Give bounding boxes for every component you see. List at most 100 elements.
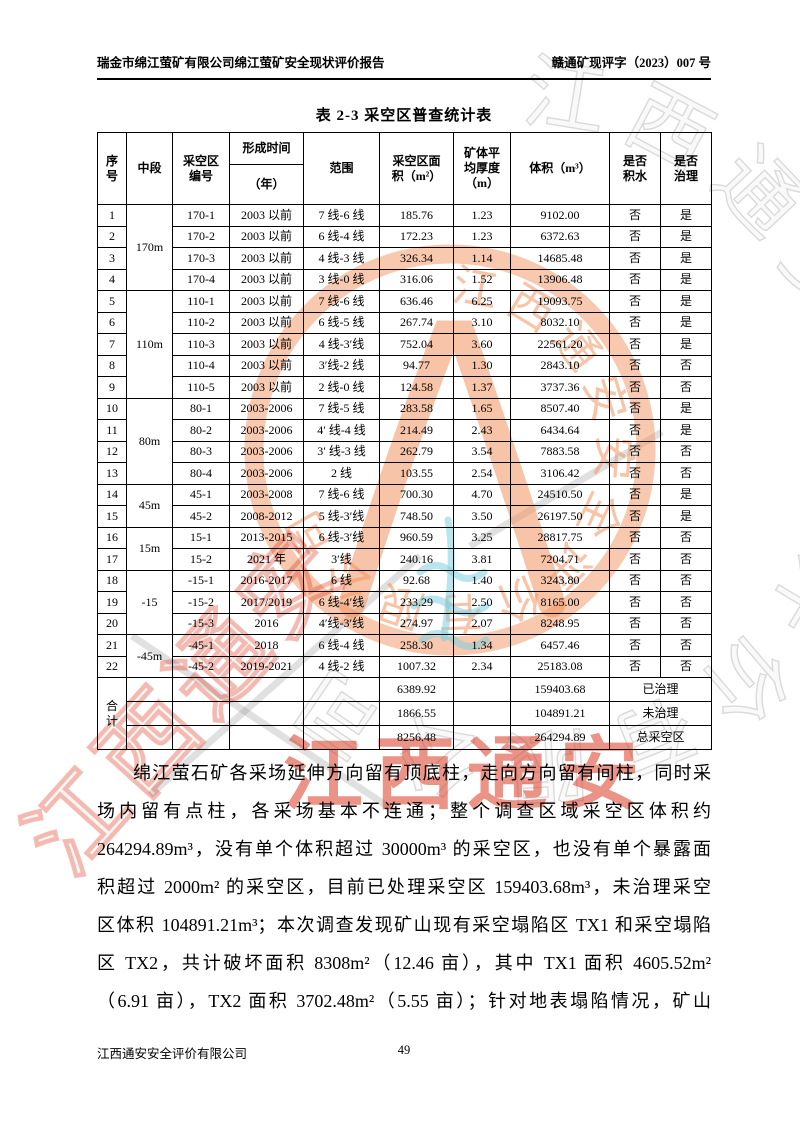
cell-area: 240.16 (379, 548, 454, 571)
cell-water: 否 (609, 311, 661, 334)
cell-no: 5 (97, 290, 127, 313)
cell-thickness: 1.40 (453, 569, 511, 592)
cell-water: 否 (609, 376, 661, 399)
cell-water: 否 (609, 526, 661, 549)
cell-code: 170-1 (172, 204, 230, 227)
body-paragraph: 绵江萤石矿各采场延伸方向留有顶底柱，走向方向留有间柱，同时采 场内留有点柱，各采… (97, 754, 711, 1020)
table-row: 9 110-5 2003 以前 2 线-0 线 124.58 1.37 3737.36 否否 (97, 376, 712, 399)
cell-code: 170-3 (172, 247, 230, 270)
cell-area: 267.74 (379, 311, 454, 334)
cell-treated: 是 (660, 333, 712, 356)
cell-thickness: 3.54 (453, 440, 511, 463)
cell-treated: 否 (660, 655, 712, 678)
cell-no: 18 (97, 569, 127, 592)
cell-code: -15-3 (172, 612, 230, 635)
cell-summary-label: 合 计 (97, 677, 127, 750)
cell-no: 2 (97, 225, 127, 248)
cell-area: 258.30 (379, 634, 454, 657)
table-row: 10 80m 80-1 2003-2006 7 线-5 线 283.58 1.65 8507.… (97, 397, 712, 485)
cell-water: 否 (609, 247, 661, 270)
cell-thickness: 1.52 (453, 268, 511, 291)
cell-area: 92.68 (379, 569, 454, 592)
cell-no: 3 (97, 247, 127, 270)
cell-volume: 6434.64 (510, 419, 610, 442)
cell-water: 否 (609, 548, 661, 571)
table-row: 4 170-4 2003 以前 3 线-0 线 316.06 1.52 13906.48 否是 (97, 268, 712, 291)
cell-volume: 3243.80 (510, 569, 610, 592)
cell-area: 326.34 (379, 247, 454, 270)
paragraph-line: 积超过 2000m² 的采空区，目前已处理采空区 159403.68m³，未治理… (97, 877, 711, 897)
cell-empty (172, 677, 230, 702)
cell-empty (172, 725, 230, 750)
cell-thickness: 6.25 (453, 290, 511, 313)
cell-water: 否 (609, 634, 661, 657)
cell-volume: 3737.36 (510, 376, 610, 399)
cell-treated: 否 (660, 440, 712, 463)
col-header-range: 范围 (303, 132, 380, 205)
cell-area: 283.58 (379, 397, 454, 420)
col-header-volume: 体积（m³） (510, 132, 610, 205)
cell-range: 6 线-3′线 (303, 526, 380, 549)
cell-mid-section: 15m (126, 526, 173, 571)
doc-number: 赣通矿现评字（2023）007 号 (551, 56, 711, 70)
cell-treated: 是 (660, 483, 712, 506)
cell-area: 700.30 (379, 483, 454, 506)
cell-treated: 是 (660, 268, 712, 291)
cell-volume: 6457.46 (510, 634, 610, 657)
table-row: 6 110-2 2003 以前 6 线-5 线 267.74 3.10 8032.10 否是 (97, 311, 712, 334)
table-row: 22 -45-2 2019-2021 4 线-2 线 1007.32 2.34 25183.… (97, 655, 712, 678)
cell-empty (229, 677, 304, 702)
cell-no: 14 (97, 483, 127, 506)
cell-volume: 6372.63 (510, 225, 610, 248)
cell-water: 否 (609, 225, 661, 248)
cell-range: 2 线-0 线 (303, 376, 380, 399)
doc-header: 瑞金市绵江萤矿有限公司绵江萤矿安全现状评价报告 赣通矿现评字（2023）007 … (97, 0, 711, 80)
paragraph-line: 区体积 104891.21m³；本次调查发现矿山现有采空塌陷区 TX1 和采空塌… (97, 915, 711, 935)
cell-code: 80-1 (172, 397, 230, 420)
table-row: 1 170m 170-1 2003 以前 7 线-6 线 185.76 1.23 9102.0… (97, 204, 712, 291)
cell-code: -15-2 (172, 591, 230, 614)
cell-empty (126, 725, 173, 750)
cell-thickness: 2.43 (453, 419, 511, 442)
report-title: 瑞金市绵江萤矿有限公司绵江萤矿安全现状评价报告 (97, 56, 385, 70)
cell-area-total: 1866.55 (379, 701, 454, 726)
table-row: 7 110-3 2003 以前 4 线-3′线 752.04 3.60 22561.20 否是 (97, 333, 712, 356)
cell-formation-time: 2003 以前 (229, 225, 304, 248)
table-row: 12 80-3 2003-2006 3′ 线-3 线 262.79 3.54 7883.58… (97, 440, 712, 463)
page-number: 49 (397, 1043, 411, 1057)
cell-code: 110-5 (172, 376, 230, 399)
cell-range: 6 线-4 线 (303, 634, 380, 657)
table-row: 15 45-2 2008-2012 5 线-3′线 748.50 3.50 26197.50… (97, 505, 712, 528)
cell-volume: 8165.00 (510, 591, 610, 614)
cell-formation-time: 2003-2006 (229, 462, 304, 485)
cell-thickness: 2.34 (453, 655, 511, 678)
cell-treated: 否 (660, 591, 712, 614)
cell-range: 7 线-5 线 (303, 397, 380, 420)
cell-water: 否 (609, 204, 661, 227)
table-header: 序 号 中段 采空区 编号 形成时间 范围 采空区面 积（m²） 矿体平 均厚度… (97, 132, 712, 205)
cell-treated: 否 (660, 548, 712, 571)
paragraph-line: 264294.89m³，没有单个体积超过 30000m³ 的采空区，也没有单个暴… (97, 839, 711, 859)
summary-row: 8256.48 264294.89 总采空区 (98, 725, 712, 750)
cell-volume: 28817.75 (510, 526, 610, 549)
cell-volume: 13906.48 (510, 268, 610, 291)
cell-empty (453, 701, 511, 726)
cell-formation-time: 2003 以前 (229, 247, 304, 270)
cell-thickness: 1.23 (453, 204, 511, 227)
cell-no: 20 (97, 612, 127, 635)
col-header-mid-section: 中段 (126, 132, 173, 205)
cell-thickness: 3.10 (453, 311, 511, 334)
cell-area: 124.58 (379, 376, 454, 399)
col-header-thickness: 矿体平 均厚度 （m） (453, 132, 511, 205)
cell-code: 80-4 (172, 462, 230, 485)
cell-code: 110-4 (172, 354, 230, 377)
cell-formation-time: 2003 以前 (229, 204, 304, 227)
cell-no: 19 (97, 591, 127, 614)
cell-area: 172.23 (379, 225, 454, 248)
cell-mid-section: 45m (126, 483, 173, 528)
cell-empty (229, 701, 304, 726)
cell-status: 未治理 (609, 701, 712, 726)
cell-empty (126, 701, 173, 726)
cell-code: 80-3 (172, 440, 230, 463)
paragraph-line: 区 TX2，共计破坏面积 8308m²（12.46 亩），其中 TX1 面积 4… (97, 953, 711, 973)
